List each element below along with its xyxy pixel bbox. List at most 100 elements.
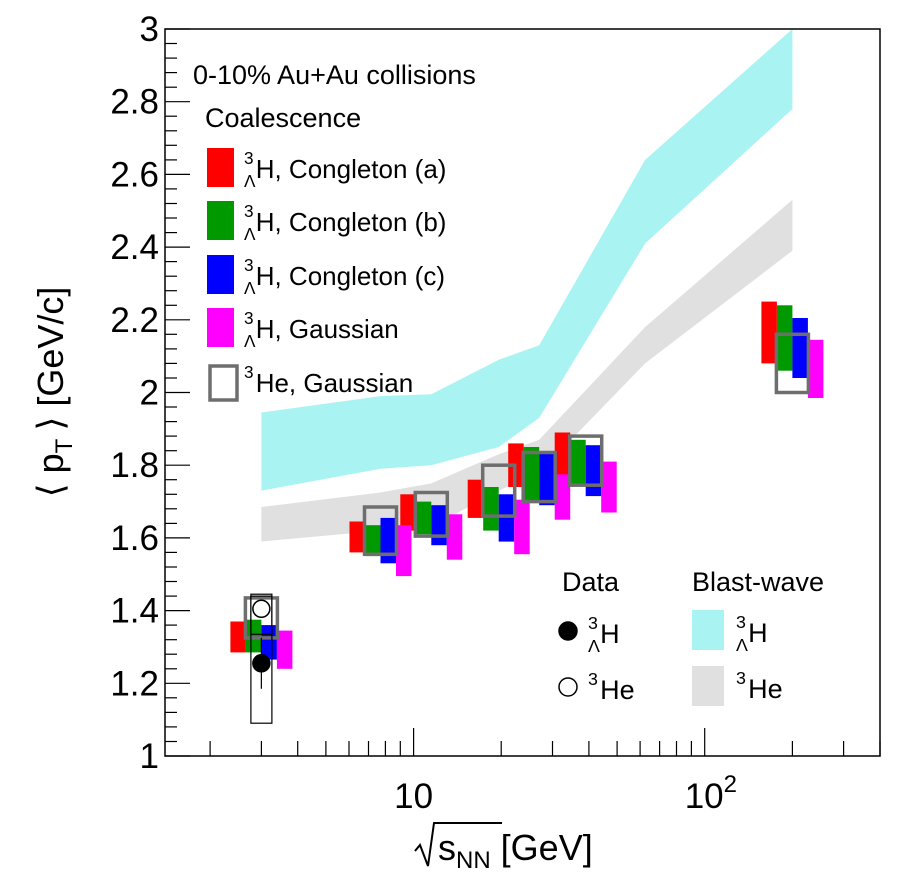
legend-data-label-0: 3 Λ H bbox=[588, 613, 620, 656]
sqrt-symbol bbox=[414, 822, 502, 867]
y-axis-label: ⟨ pT ⟩ [GeV/c] bbox=[30, 287, 78, 498]
y-tick-label: 3 bbox=[140, 10, 159, 49]
coalescence-box-0-5 bbox=[554, 432, 571, 478]
legend-data-label-1: 3 He bbox=[588, 669, 635, 705]
svg-text:⟨ pT⟩ [GeV/c]: ⟨ pT ⟩ [GeV/c] bbox=[30, 287, 78, 498]
legend-coal-swatch-4 bbox=[208, 364, 239, 402]
y-tick-label: 2.8 bbox=[110, 83, 159, 122]
coalescence-box-0-0 bbox=[230, 621, 246, 653]
coalescence-box-4-6 bbox=[774, 332, 811, 395]
coalescence-box-3-2 bbox=[446, 514, 463, 560]
legend-bw-label-1-sup: 3 bbox=[736, 668, 746, 688]
coalescence-box-2-2 bbox=[431, 505, 447, 546]
x-tick-label: 102 bbox=[685, 771, 737, 816]
legend-coal-label-3-text: H, Gaussian bbox=[256, 314, 399, 344]
coalescence-box-1-3 bbox=[483, 487, 499, 531]
legend-coal-swatch-2 bbox=[207, 255, 234, 294]
legend-coal-label-4-sup: 3 bbox=[244, 362, 254, 382]
coalescence-box-1-4 bbox=[523, 447, 540, 502]
data-marker-0 bbox=[252, 654, 271, 673]
y-tick-label: 2.4 bbox=[110, 228, 159, 267]
legend-coal-label-1-sup: 3 bbox=[244, 201, 254, 221]
coalescence-box-3-6 bbox=[807, 339, 824, 398]
legend-coal-label-2-sub: Λ bbox=[244, 278, 256, 298]
y-tick-label: 1.4 bbox=[110, 592, 159, 631]
legend-data-label-0-sub: Λ bbox=[588, 636, 600, 656]
coalescence-box-4-1 bbox=[362, 505, 399, 557]
y-tick-label: 2.6 bbox=[110, 155, 159, 194]
legend-blastwave-title: Blast-wave bbox=[692, 567, 824, 597]
legend-coal-label-2-text: H, Congleton (c) bbox=[256, 261, 445, 291]
legend-bw-label-1: 3 He bbox=[736, 668, 783, 704]
y-tick-label: 1.2 bbox=[110, 664, 159, 703]
y-tick-label: 2 bbox=[140, 374, 159, 413]
legend-coal-label-1: 3 Λ H, Congleton (b) bbox=[244, 201, 446, 244]
coalescence-box-3-1 bbox=[396, 525, 412, 577]
legend-bw-label-0-sub: Λ bbox=[736, 635, 748, 655]
x-axis-label-main: s bbox=[438, 827, 456, 868]
legend-coal-label-4-text: He, Gaussian bbox=[256, 368, 414, 398]
data-marker-1 bbox=[252, 599, 271, 619]
coalescence-box-2-1 bbox=[380, 517, 396, 564]
coalescence-box-3-4 bbox=[554, 474, 571, 520]
coalescence-box-2-6 bbox=[792, 318, 808, 378]
legend-data-label-1-text: He bbox=[600, 675, 635, 705]
coalescence-box-4-4 bbox=[521, 450, 557, 504]
coalescence-box-1-5 bbox=[570, 439, 586, 486]
legend-bw-label-0: 3 Λ H bbox=[736, 612, 768, 655]
legend-coalescence-subtitle: Coalescence bbox=[205, 103, 361, 133]
coalescence-box-1-0 bbox=[245, 619, 262, 653]
legend-data-label-0-sup: 3 bbox=[588, 613, 598, 633]
coalescence-box-2-4 bbox=[539, 452, 555, 506]
legend-coal-label-3: 3 Λ H, Gaussian bbox=[244, 308, 399, 351]
legend-bw-label-0-text: H bbox=[748, 618, 768, 648]
coalescence-box-3-5 bbox=[601, 461, 617, 513]
legend-bw-label-0-sup: 3 bbox=[736, 612, 746, 632]
y-axis-label-sub: T bbox=[51, 438, 78, 453]
legend-coal-label-1-text: H, Congleton (b) bbox=[256, 207, 447, 237]
y-axis-label-open: ⟨ p bbox=[30, 453, 71, 497]
coalescence-box-0-2 bbox=[400, 494, 416, 531]
data-sys-box-1 bbox=[250, 595, 273, 635]
legend-bw-swatch-0 bbox=[692, 610, 724, 650]
coalescence-box-4-5 bbox=[567, 434, 604, 487]
legend-data-title: Data bbox=[562, 567, 620, 597]
svg-text:sNN[GeV]: sNN [GeV] bbox=[438, 827, 593, 874]
coalescence-box-3-3 bbox=[514, 499, 530, 555]
legend-coalescence-title: 0-10% Au+Au collisions bbox=[193, 60, 476, 90]
legend-coal-swatch-3 bbox=[207, 308, 234, 347]
legend-data-label-1-sup: 3 bbox=[588, 669, 598, 689]
legend-coal-label-0-sub: Λ bbox=[244, 171, 256, 191]
y-axis-label-close: ⟩ [GeV/c] bbox=[30, 287, 71, 431]
coalescence-box-1-1 bbox=[365, 525, 381, 557]
coalescence-box-3-0 bbox=[276, 630, 293, 669]
legend-coal-label-0: 3 Λ H, Congleton (a) bbox=[244, 148, 446, 191]
coalescence-box-0-3 bbox=[467, 479, 484, 518]
coalescence-box-4-2 bbox=[413, 490, 450, 538]
data-points bbox=[250, 593, 273, 724]
x-axis-label: sNN [GeV] bbox=[414, 822, 593, 874]
legend-data: 3Λ H3 He bbox=[558, 613, 635, 705]
legend-coal-swatch-1 bbox=[207, 201, 234, 240]
coalescence-box-2-5 bbox=[585, 445, 602, 497]
legend-data-marker-0 bbox=[558, 621, 578, 641]
legend-coal-label-2: 3 Λ H, Congleton (c) bbox=[244, 255, 445, 298]
x-tick-label-base: 10 bbox=[685, 777, 724, 816]
y-tick-label: 1.8 bbox=[110, 446, 159, 485]
data-sys-box-0 bbox=[250, 593, 273, 724]
legend-data-marker-1 bbox=[558, 677, 578, 697]
legend-bw-label-1-text: He bbox=[748, 674, 783, 704]
legend-coal-label-1-sub: Λ bbox=[244, 224, 256, 244]
coalescence-box-4-3 bbox=[480, 463, 517, 518]
legend-coal-label-3-sub: Λ bbox=[244, 331, 256, 351]
legend-coal-label-3-sup: 3 bbox=[244, 308, 254, 328]
blastwave-band-0 bbox=[261, 29, 793, 491]
y-tick-label: 1.6 bbox=[110, 519, 159, 558]
legend-coal-label-0-sup: 3 bbox=[244, 148, 254, 168]
coalescence-box-0-6 bbox=[761, 301, 777, 364]
y-tick-label: 2.2 bbox=[110, 301, 159, 340]
legend-coalescence: 3Λ H, Congleton (a)3Λ H, Congleton (b)3Λ H,… bbox=[207, 148, 446, 402]
coalescence-box-0-1 bbox=[349, 521, 365, 553]
legend-coal-swatch-0 bbox=[207, 148, 234, 187]
